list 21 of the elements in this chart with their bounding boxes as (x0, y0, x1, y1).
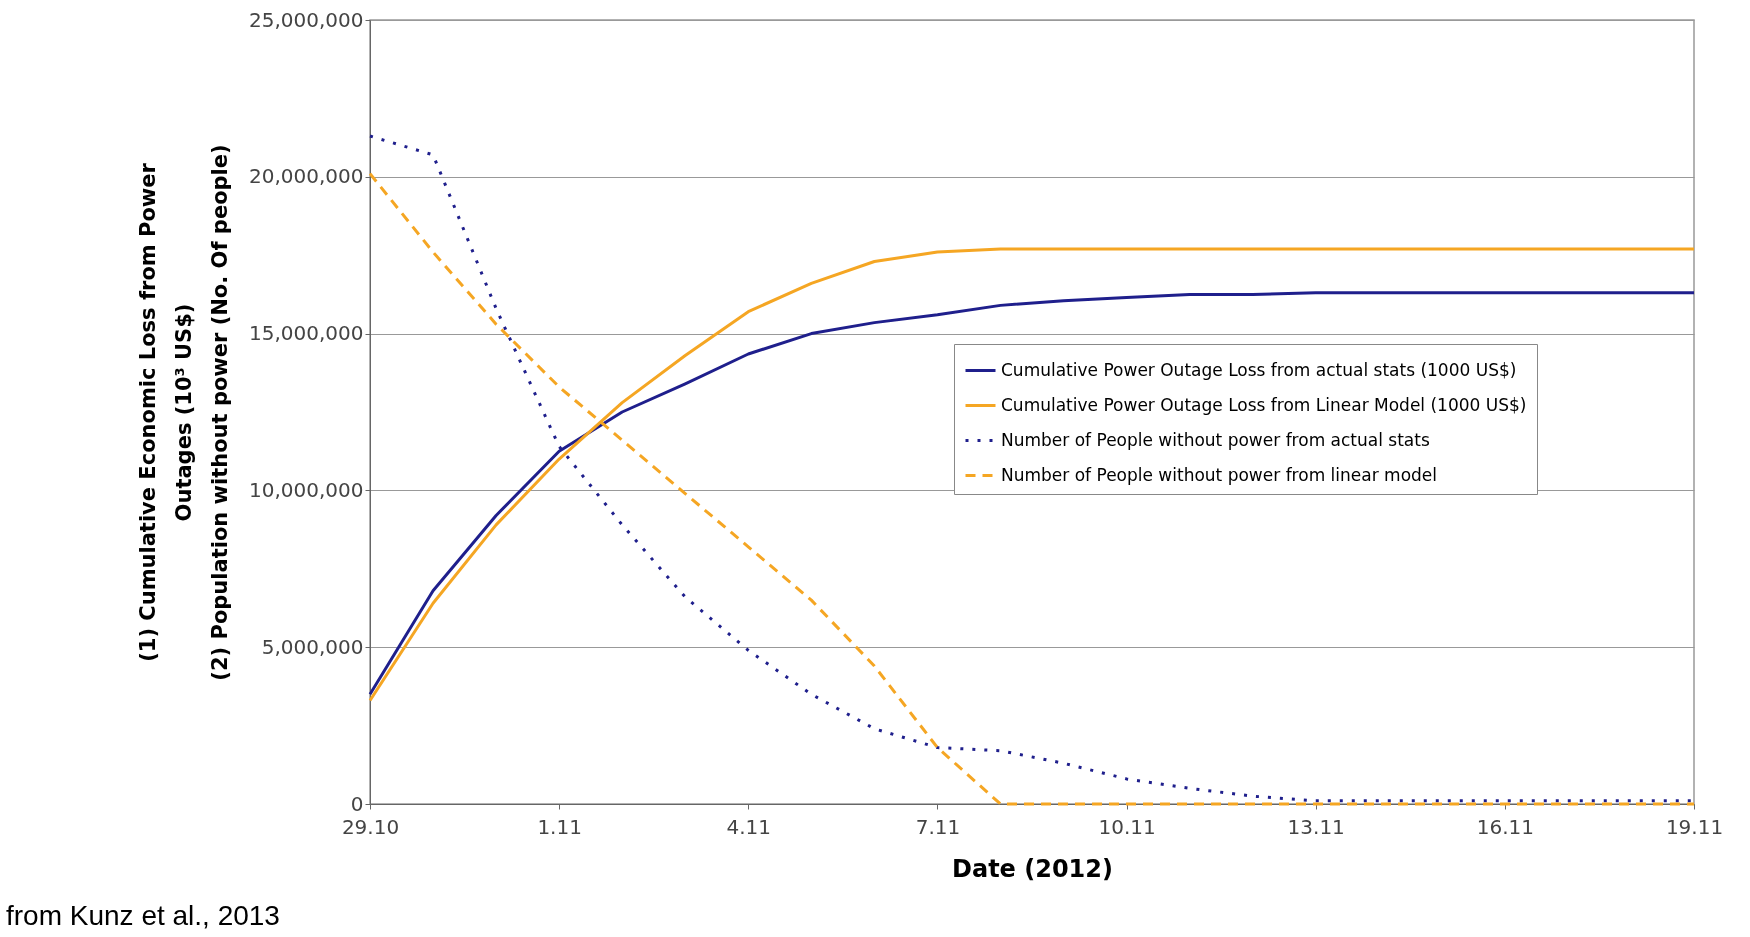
x-tick-label: 4.11 (726, 814, 772, 839)
y-tick-label: 5,000,000 (261, 634, 364, 659)
legend-label: Cumulative Power Outage Loss from Linear Model (1000 US$) (1001, 394, 1527, 415)
legend-label: Number of People without power from actual stats (1001, 429, 1430, 450)
y-tick-label: 15,000,000 (248, 321, 364, 346)
x-tick-label: 13.11 (1287, 814, 1345, 839)
x-tick-label: 1.11 (537, 814, 582, 839)
x-tick-label: 29.10 (341, 814, 400, 839)
y-tick-label: 10,000,000 (248, 477, 364, 502)
x-axis-title: Date (2012) (952, 854, 1113, 883)
y-axis-title: (1) Cumulative Economic Loss from Power Outages (10³ US$) (2) Population without power (No. Of people) (135, 144, 232, 681)
x-tick-label: 10.11 (1098, 814, 1156, 839)
legend-label: Cumulative Power Outage Loss from actual stats (1000 US$) (1001, 359, 1517, 380)
y-tick-label: 20,000,000 (248, 164, 364, 189)
y-tick-label: 0 (350, 791, 364, 816)
x-tick-label: 7.11 (915, 814, 961, 839)
legend-label: Number of People without power from linear model (1001, 464, 1438, 485)
y-tick-label: 25,000,000 (248, 7, 364, 32)
x-tick-label: 16.11 (1476, 814, 1534, 839)
x-tick-label: 19.11 (1665, 814, 1724, 839)
text: from Kunz et al., 2013 (6, 900, 280, 932)
